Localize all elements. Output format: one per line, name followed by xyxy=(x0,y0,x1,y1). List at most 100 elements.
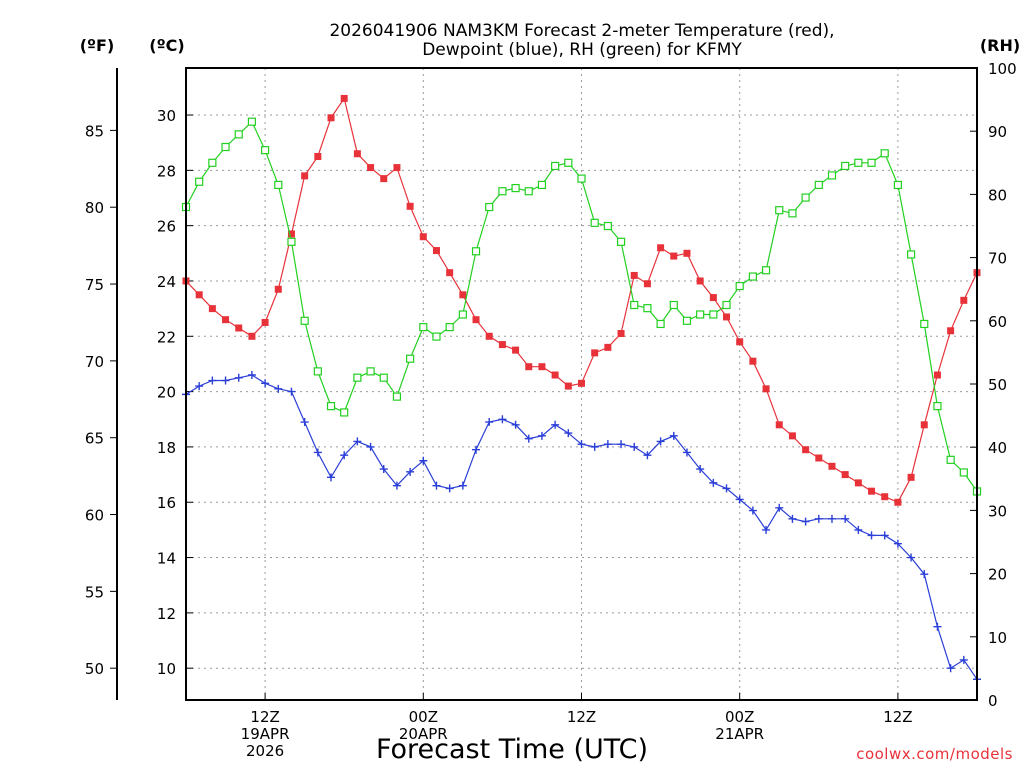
series-2-meter-temperature xyxy=(182,94,981,506)
dewpoint-point xyxy=(709,478,718,487)
rh-point xyxy=(564,158,573,167)
time-tick-label: 19APR xyxy=(241,725,290,743)
time-tick-label: 12Z xyxy=(567,708,596,726)
dewpoint-point xyxy=(195,382,204,391)
2-meter-temperature-point xyxy=(643,280,651,288)
dewpoint-point xyxy=(313,448,322,457)
dewpoint-point xyxy=(432,481,441,490)
2-meter-temperature-point xyxy=(683,249,691,257)
celsius-tick-label: 20 xyxy=(157,384,176,402)
2-meter-temperature-point xyxy=(723,313,731,321)
dewpoint-point xyxy=(590,442,599,451)
rh-point xyxy=(801,193,810,202)
dewpoint-point xyxy=(340,451,349,460)
celsius-tick-label: 18 xyxy=(157,439,176,457)
time-tick-label: 12Z xyxy=(250,708,279,726)
dewpoint-point xyxy=(577,440,586,449)
2-meter-temperature-point xyxy=(933,371,941,379)
fahrenheit-axis: 50 55 60 65 70 75 80 85 xyxy=(85,122,117,678)
dewpoint-point xyxy=(379,465,388,474)
axis-unit-celsius: (ºC) xyxy=(149,36,184,55)
2-meter-temperature-point xyxy=(208,305,216,313)
dewpoint-point xyxy=(880,531,889,540)
rh-point xyxy=(893,180,903,190)
dewpoint-point xyxy=(366,442,375,451)
rh-point xyxy=(471,247,481,256)
rh-tick-label: 70 xyxy=(988,250,1007,268)
rh-point xyxy=(392,392,402,401)
chart-title-line-2: Dewpoint (blue), RH (green) for KFMY xyxy=(422,40,742,60)
rh-point xyxy=(432,332,441,341)
plot-frame xyxy=(185,67,978,701)
dewpoint-point xyxy=(261,379,270,388)
rh-point xyxy=(722,300,731,310)
rh-point xyxy=(696,310,705,319)
dewpoint-point xyxy=(617,440,626,449)
dewpoint-point xyxy=(327,473,336,482)
celsius-tick-label: 10 xyxy=(157,660,176,678)
dewpoint-point xyxy=(722,484,731,493)
2-meter-temperature-point xyxy=(920,421,928,429)
dewpoint-point xyxy=(406,467,415,476)
rh-point xyxy=(313,367,322,376)
rh-point xyxy=(551,161,560,171)
dewpoint-point xyxy=(419,456,428,465)
2-meter-temperature-point xyxy=(367,164,375,172)
rh-point xyxy=(630,300,639,310)
rh-point xyxy=(340,408,349,417)
rh-point xyxy=(326,402,336,411)
2-meter-temperature-point xyxy=(881,493,889,501)
rh-point xyxy=(485,202,494,212)
rh-point xyxy=(880,149,889,158)
2-meter-temperature-point xyxy=(841,471,849,479)
rh-tick-label: 80 xyxy=(988,186,1007,204)
2-meter-temperature-point xyxy=(775,421,783,429)
2-meter-temperature-point xyxy=(591,349,599,357)
chart-title-line-1: 2026041906 NAM3KM Forecast 2-meter Tempe… xyxy=(329,21,834,41)
rh-point xyxy=(827,171,837,180)
dewpoint-point xyxy=(247,371,256,380)
rh-point xyxy=(247,117,257,126)
dewpoint-point xyxy=(485,418,494,427)
dewpoint-point xyxy=(234,373,243,382)
dewpoint-point xyxy=(867,531,876,540)
2-meter-temperature-point xyxy=(551,371,559,379)
dewpoint-point xyxy=(208,376,217,385)
rh-point xyxy=(682,316,692,325)
2-meter-temperature-point xyxy=(709,294,717,302)
2-meter-temperature-point xyxy=(670,252,678,260)
dewpoint-point xyxy=(682,448,691,457)
2-meter-temperature-point xyxy=(235,324,243,332)
dewpoint-point xyxy=(498,415,507,424)
dewpoint-point xyxy=(854,525,863,534)
fahrenheit-tick-label: 50 xyxy=(85,660,104,678)
rh-tick-label: 90 xyxy=(988,123,1007,141)
rh-tick-label: 30 xyxy=(988,502,1007,520)
2-meter-temperature-point xyxy=(287,230,295,238)
rh-point xyxy=(946,455,955,464)
dewpoint-point xyxy=(801,517,810,526)
dewpoint-point xyxy=(392,481,401,490)
rh-point xyxy=(445,323,454,332)
dewpoint-point xyxy=(643,451,652,460)
fahrenheit-tick-label: 55 xyxy=(85,583,104,601)
2-meter-temperature-point xyxy=(406,202,414,210)
dewpoint-point xyxy=(893,539,902,548)
2-meter-temperature-point xyxy=(854,479,862,487)
rh-point xyxy=(603,221,612,231)
dewpoint-point xyxy=(445,484,454,493)
dewpoint-point xyxy=(762,525,771,534)
rh-tick-label: 0 xyxy=(988,692,998,710)
dewpoint-point xyxy=(472,445,481,454)
celsius-tick-label: 24 xyxy=(157,273,176,291)
axis-unit-fahrenheit: (ºF) xyxy=(80,36,115,55)
dewpoint-point xyxy=(946,664,955,673)
time-tick-label: 00Z xyxy=(409,708,438,726)
dewpoint-point xyxy=(775,503,784,512)
dewpoint-point xyxy=(656,437,665,446)
dewpoint-point xyxy=(748,506,757,515)
dewpoint-point xyxy=(524,434,533,443)
rh-point xyxy=(933,402,942,411)
rh-point xyxy=(406,354,415,363)
rh-point xyxy=(274,180,283,190)
